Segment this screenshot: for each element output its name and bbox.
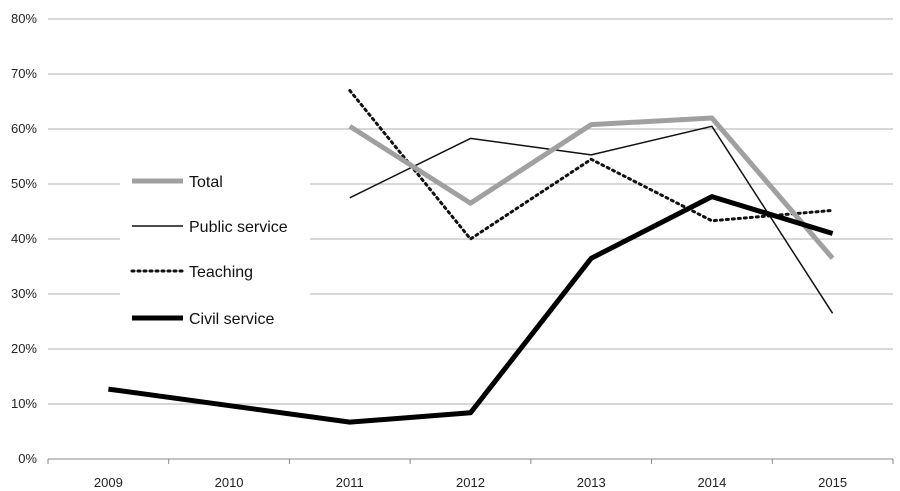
- legend-background: [120, 160, 310, 340]
- series-line-civil-service: [108, 194, 834, 425]
- y-axis-ticks: 0% 10% 20% 30% 40% 50% 60% 70% 80%: [11, 11, 37, 466]
- y-tick-label: 70%: [11, 66, 37, 81]
- legend-label: Total: [189, 174, 223, 191]
- x-axis: 2009 2010 2011 2012 2013 2014 2015: [47, 458, 894, 490]
- y-tick-label: 50%: [11, 176, 37, 191]
- y-tick-label: 20%: [11, 341, 37, 356]
- y-tick-label: 60%: [11, 121, 37, 136]
- series-lines: [108, 89, 835, 425]
- series-line-public-service: [349, 125, 834, 314]
- x-tick-label: 2012: [456, 475, 485, 490]
- legend-label: Civil service: [189, 311, 274, 328]
- series-line-teaching: [348, 89, 835, 241]
- x-tick-label: 2009: [94, 475, 123, 490]
- x-tick-label: 2015: [818, 475, 847, 490]
- x-tick-label: 2014: [697, 475, 726, 490]
- legend: Total Public service Teaching Civil service: [120, 160, 310, 340]
- x-tick-label: 2013: [577, 475, 606, 490]
- series-line-total: [348, 115, 835, 260]
- legend-label: Teaching: [189, 264, 253, 281]
- x-tick-label: 2011: [336, 475, 364, 490]
- legend-label: Public service: [189, 219, 288, 236]
- x-tick-label: 2010: [215, 475, 244, 490]
- y-tick-label: 30%: [11, 286, 37, 301]
- y-tick-label: 0%: [18, 451, 37, 466]
- y-tick-label: 80%: [11, 11, 37, 26]
- y-tick-label: 40%: [11, 231, 37, 246]
- y-tick-label: 10%: [11, 396, 37, 411]
